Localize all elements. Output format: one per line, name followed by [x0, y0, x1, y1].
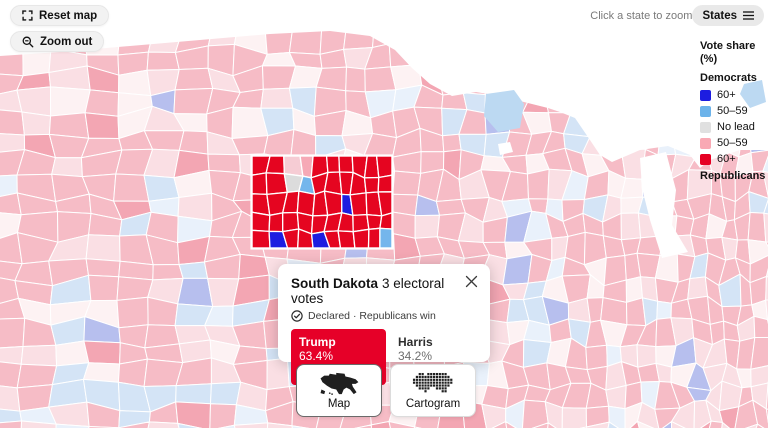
menu-icon: [743, 11, 754, 20]
zoom-out-icon: [22, 36, 34, 47]
legend-row: 50–59: [700, 137, 768, 150]
legend-row: 60+: [700, 153, 768, 166]
close-icon[interactable]: [464, 275, 478, 289]
cartogram-view-label: Cartogram: [405, 398, 461, 410]
reset-map-label: Reset map: [39, 9, 98, 22]
us-map-icon: [320, 372, 359, 395]
map-view-label: Map: [327, 398, 351, 410]
popup-title: South Dakota 3 electoral votes: [291, 276, 476, 306]
legend-row: 60+: [700, 89, 768, 102]
states-label: States: [702, 9, 737, 22]
legend-democrats-label: Democrats: [700, 72, 757, 84]
legend-row: No lead: [700, 121, 768, 134]
popup-state-name: South Dakota: [291, 276, 379, 291]
popup-status-text: Declared · Republicans win: [308, 310, 436, 322]
view-toggle: Map Cartogram: [296, 364, 476, 417]
south-dakota-state[interactable]: [250, 154, 394, 250]
zoom-out-button[interactable]: Zoom out: [10, 31, 105, 52]
cartogram-icon: [412, 372, 453, 393]
legend-label: 50–59: [717, 105, 748, 117]
state-result-popup: South Dakota 3 electoral votes Declared ·…: [278, 264, 490, 385]
legend-swatch: [700, 122, 711, 133]
cartogram-view-button[interactable]: Cartogram: [390, 364, 476, 417]
declared-check-icon: [291, 310, 303, 322]
legend-swatch: [700, 154, 711, 165]
legend-swatch: [700, 106, 711, 117]
popup-status: Declared · Republicans win: [291, 310, 476, 322]
legend-title: Vote share (%): [700, 40, 756, 65]
legend-label: 60+: [717, 153, 736, 165]
water-canada-overlay: [484, 80, 766, 132]
reset-map-button[interactable]: Reset map: [10, 5, 110, 26]
vote-share-legend: Vote share (%) Democrats 60+ 50–59 No le…: [700, 40, 768, 183]
fullscreen-corners-icon: [22, 10, 33, 21]
runner-name: Harris: [398, 335, 433, 349]
legend-republicans-label: Republicans: [700, 170, 766, 182]
map-view-button[interactable]: Map: [296, 364, 382, 417]
winner-share: 63.4%: [299, 349, 334, 363]
winner-name: Trump: [299, 335, 336, 349]
legend-label: 60+: [717, 89, 736, 101]
zoom-hint-text: Click a state to zoom in: [590, 10, 704, 22]
legend-swatch: [700, 138, 711, 149]
popup-electoral-votes: 3 electoral votes: [291, 276, 445, 306]
legend-swatch: [700, 90, 711, 101]
runner-share: 34.2%: [398, 349, 433, 363]
legend-label: No lead: [717, 121, 755, 133]
legend-label: 50–59: [717, 137, 748, 149]
legend-row: 50–59: [700, 105, 768, 118]
zoom-out-label: Zoom out: [40, 35, 93, 48]
states-menu-button[interactable]: States: [692, 5, 764, 26]
